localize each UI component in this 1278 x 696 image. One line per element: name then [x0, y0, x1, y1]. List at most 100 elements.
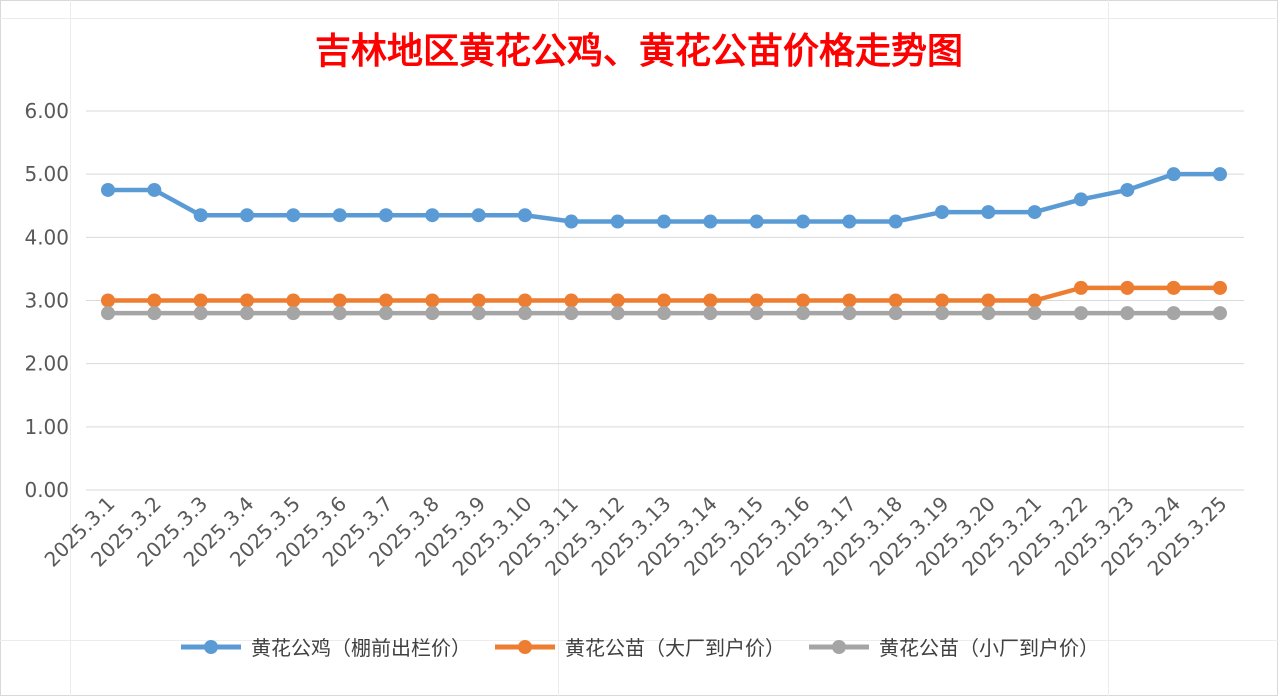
data-point	[1213, 280, 1227, 295]
data-point	[1074, 280, 1088, 295]
data-point	[842, 293, 857, 308]
data-point	[286, 306, 301, 321]
data-point	[610, 293, 625, 308]
data-point	[657, 293, 671, 308]
data-point	[518, 208, 532, 223]
data-point	[749, 306, 764, 321]
data-point	[1120, 306, 1135, 321]
data-point	[749, 293, 764, 308]
data-point	[1120, 182, 1135, 197]
data-point	[564, 293, 579, 308]
legend-label: 黄花公鸡（棚前出栏价）	[251, 636, 471, 660]
data-point	[240, 306, 254, 321]
y-tick-label: 6.00	[24, 99, 69, 123]
data-point	[286, 293, 301, 308]
data-point	[101, 306, 115, 321]
sheet-gridline	[70, 0, 71, 696]
sheet-gridline	[558, 0, 559, 696]
data-point	[703, 293, 718, 308]
series-line	[105, 171, 1223, 224]
data-point	[564, 306, 579, 321]
data-point	[425, 293, 440, 308]
data-point	[101, 293, 115, 308]
data-point	[1027, 293, 1042, 308]
data-point	[193, 306, 208, 321]
data-point	[1074, 306, 1088, 321]
data-point	[610, 306, 625, 321]
data-point	[935, 293, 949, 308]
data-point	[332, 208, 347, 223]
data-point	[888, 306, 903, 321]
data-point	[240, 293, 254, 308]
data-point	[749, 214, 764, 229]
data-point	[657, 214, 671, 229]
legend-label: 黄花公苗（大厂到户价）	[565, 636, 785, 660]
data-point	[147, 182, 162, 197]
legend-swatch	[181, 639, 241, 654]
data-point	[796, 293, 810, 308]
data-point	[379, 208, 393, 223]
data-point	[796, 306, 810, 321]
y-tick-label: 4.00	[24, 225, 69, 249]
data-point	[703, 214, 718, 229]
data-point	[286, 208, 301, 223]
legend-swatch	[809, 639, 869, 654]
data-point	[703, 306, 718, 321]
chart-title: 吉林地区黄花公鸡、黄花公苗价格走势图	[314, 30, 963, 72]
data-point	[518, 293, 532, 308]
data-point	[101, 182, 115, 197]
legend-item: 黄花公鸡（棚前出栏价）	[179, 632, 471, 661]
data-point	[1027, 306, 1042, 321]
data-point	[1166, 167, 1181, 182]
sheet-gridline	[0, 18, 1278, 19]
sheet-gridline	[1108, 0, 1109, 696]
data-point	[564, 214, 579, 229]
data-point	[379, 306, 393, 321]
data-point	[1166, 280, 1181, 295]
data-point	[888, 214, 903, 229]
y-tick-label: 5.00	[24, 162, 69, 186]
data-point	[147, 293, 162, 308]
data-point	[425, 306, 440, 321]
data-point	[1213, 306, 1227, 321]
data-point	[796, 214, 810, 229]
data-point	[425, 208, 440, 223]
data-point	[332, 293, 347, 308]
data-point	[888, 293, 903, 308]
data-point	[935, 306, 949, 321]
data-point	[240, 208, 254, 223]
data-point	[657, 306, 671, 321]
data-point	[332, 306, 347, 321]
legend: 黄花公鸡（棚前出栏价） 黄花公苗（大厂到户价） 黄花公苗（小厂到户价）	[0, 632, 1278, 661]
data-point	[842, 306, 857, 321]
data-point	[981, 293, 996, 308]
y-tick-label: 0.00	[24, 478, 69, 502]
data-point	[379, 293, 393, 308]
data-point	[610, 214, 625, 229]
y-tick-label: 3.00	[24, 289, 69, 313]
data-point	[193, 208, 208, 223]
data-point	[1166, 306, 1181, 321]
data-point	[147, 306, 162, 321]
data-point	[1213, 167, 1227, 182]
legend-swatch	[495, 639, 555, 654]
legend-item: 黄花公苗（小厂到户价）	[807, 632, 1099, 661]
legend-label: 黄花公苗（小厂到户价）	[879, 636, 1099, 660]
data-point	[193, 293, 208, 308]
data-point	[1074, 192, 1088, 207]
data-point	[842, 214, 857, 229]
sheet-gridline	[0, 640, 1278, 641]
legend-item: 黄花公苗（大厂到户价）	[493, 632, 785, 661]
data-point	[1120, 280, 1135, 295]
data-point	[981, 205, 996, 220]
data-point	[518, 306, 532, 321]
data-point	[981, 306, 996, 321]
data-point	[935, 205, 949, 220]
data-point	[471, 306, 486, 321]
data-point	[1027, 205, 1042, 220]
data-point	[471, 208, 486, 223]
y-tick-label: 2.00	[24, 352, 69, 376]
y-tick-label: 1.00	[24, 415, 69, 439]
